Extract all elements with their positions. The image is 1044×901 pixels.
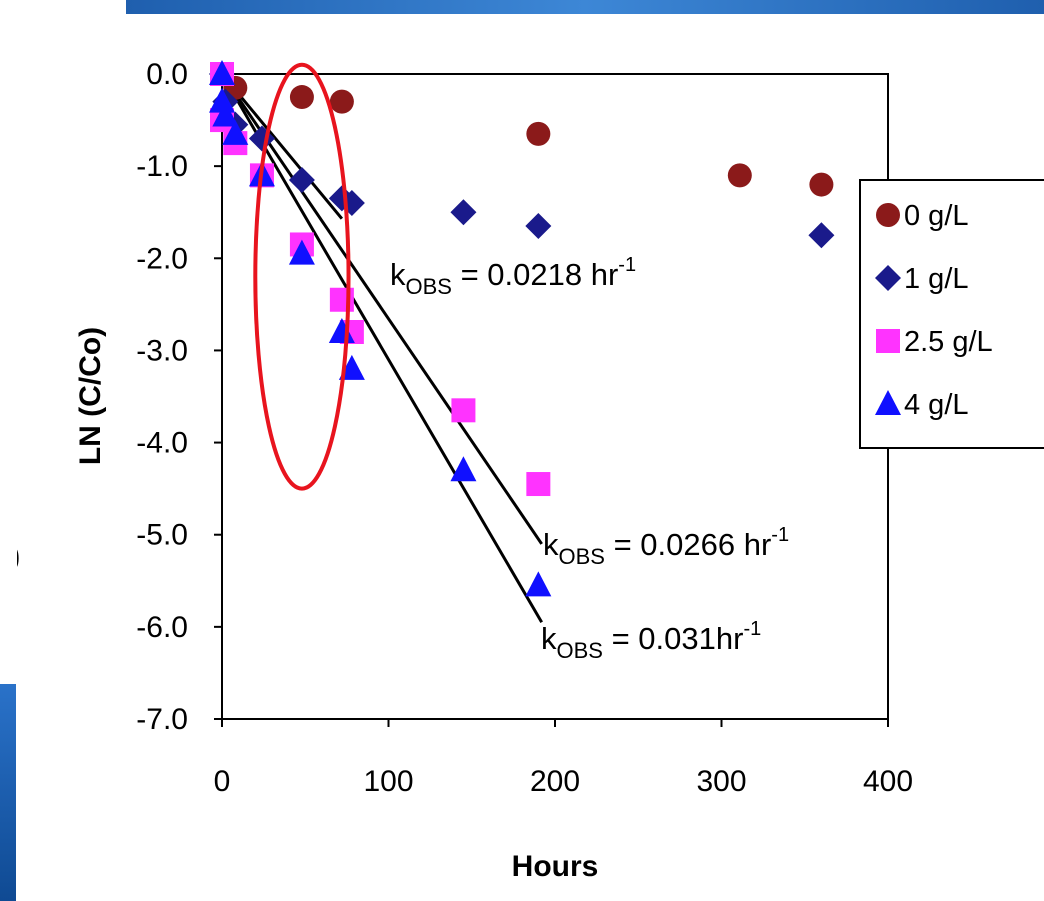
rate-constant-label: kOBS = 0.031hr-1 [541, 618, 761, 663]
x-tick-label: 200 [530, 765, 580, 798]
y-tick-label: 0.0 [146, 58, 188, 91]
x-tick-label: 100 [363, 765, 413, 798]
data-point [451, 398, 476, 423]
y-axis-label: LN (C/Co) [74, 327, 107, 465]
data-point [288, 166, 315, 193]
highlight-ellipse [253, 62, 351, 491]
x-tick-label: 400 [863, 765, 913, 798]
y-tick-label: -4.0 [136, 427, 188, 460]
fit-line [220, 73, 543, 545]
legend-marker-square [876, 329, 900, 353]
y-tick-label: -3.0 [136, 334, 188, 367]
data-point [526, 121, 551, 146]
data-point [525, 571, 552, 597]
series-triangle [209, 60, 552, 597]
legend-label: 2.5 g/L [904, 326, 993, 358]
data-point [450, 199, 477, 226]
legend-marker-triangle [875, 390, 901, 415]
data-point [289, 85, 314, 110]
data-point [222, 119, 249, 145]
rate-constant-label: kOBS = 0.0218 hr-1 [390, 254, 636, 299]
series-circle [210, 62, 834, 197]
fit-line [220, 73, 543, 624]
data-point [808, 222, 835, 249]
legend-marker-circle [876, 203, 900, 227]
rate-constant-label: kOBS = 0.0266 hr-1 [543, 524, 789, 569]
y-tick-label: -7.0 [136, 703, 188, 736]
x-tick-label: 300 [696, 765, 746, 798]
data-point [525, 213, 552, 240]
legend-marker-diamond [875, 265, 901, 291]
x-tick-label: 0 [214, 765, 231, 798]
legend-label: 0 g/L [904, 200, 969, 232]
fit-line [220, 73, 344, 220]
data-point [209, 87, 235, 113]
y-tick-label: -5.0 [136, 519, 188, 552]
data-point [288, 239, 315, 265]
data-point [450, 456, 477, 482]
data-point [526, 472, 551, 497]
slide-side-band [0, 684, 16, 901]
legend-label: 1 g/L [904, 263, 969, 295]
y-tick-label: -6.0 [136, 611, 188, 644]
x-axis-label: Hours [512, 850, 599, 883]
slide-header-band [126, 0, 1044, 14]
plot-area [221, 73, 889, 720]
legend-label: 4 g/L [904, 389, 969, 421]
data-point [727, 163, 752, 188]
data-point [329, 89, 354, 114]
data-point [809, 172, 834, 197]
y-tick-label: -1.0 [136, 150, 188, 183]
clipped-edge-text: 0 [0, 538, 21, 579]
data-point [212, 101, 239, 127]
y-tick-label: -2.0 [136, 242, 188, 275]
data-point [209, 60, 235, 85]
